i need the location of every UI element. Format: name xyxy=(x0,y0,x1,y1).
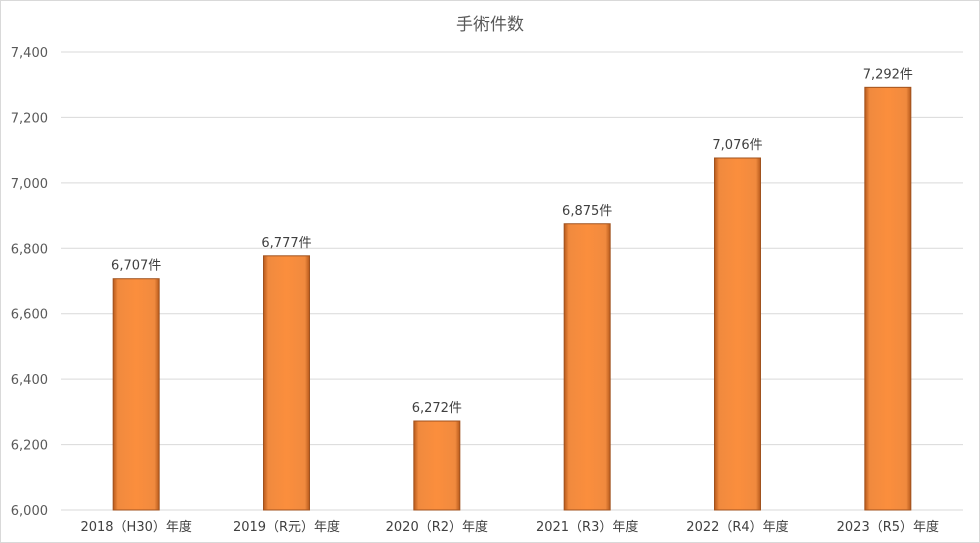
bar xyxy=(263,255,310,511)
y-tick-label: 6,000 xyxy=(11,504,48,519)
bar xyxy=(112,278,160,511)
y-tick-label: 7,200 xyxy=(11,111,48,126)
data-label: 6,875件 xyxy=(562,204,612,219)
gridlines xyxy=(61,51,963,511)
chart-title: 手術件数 xyxy=(456,15,524,35)
bar xyxy=(563,223,611,511)
bar xyxy=(714,157,761,511)
bar xyxy=(413,420,461,511)
data-label: 6,272件 xyxy=(412,401,462,416)
data-labels: 6,707件 6,777件 6,272件 6,875件 7,076件 7,292件 xyxy=(111,67,913,416)
y-axis-tick-labels: 6,000 6,200 6,400 6,600 6,800 7,000 7,200 7,400 xyxy=(11,46,48,519)
y-tick-label: 6,400 xyxy=(11,373,48,388)
data-label: 6,707件 xyxy=(111,259,161,274)
data-label: 7,076件 xyxy=(712,138,762,153)
x-axis-category-labels: 2018（H30）年度 2019（R元）年度 2020（R2）年度 2021（R3）年… xyxy=(80,519,939,535)
y-tick-label: 6,200 xyxy=(11,439,48,454)
data-label: 7,292件 xyxy=(863,67,913,82)
y-tick-label: 7,400 xyxy=(11,46,48,61)
y-tick-label: 6,800 xyxy=(11,242,48,257)
bars xyxy=(112,86,912,511)
x-category-label: 2019（R元）年度 xyxy=(233,519,340,535)
x-category-label: 2021（R3）年度 xyxy=(536,519,638,535)
x-category-label: 2023（R5）年度 xyxy=(837,519,939,535)
x-category-label: 2020（R2）年度 xyxy=(386,519,488,535)
bar xyxy=(864,86,912,511)
x-category-label: 2018（H30）年度 xyxy=(80,519,191,535)
x-category-label: 2022（R4）年度 xyxy=(686,519,788,535)
data-label: 6,777件 xyxy=(261,236,311,251)
y-tick-label: 6,600 xyxy=(11,308,48,323)
y-tick-label: 7,000 xyxy=(11,177,48,192)
